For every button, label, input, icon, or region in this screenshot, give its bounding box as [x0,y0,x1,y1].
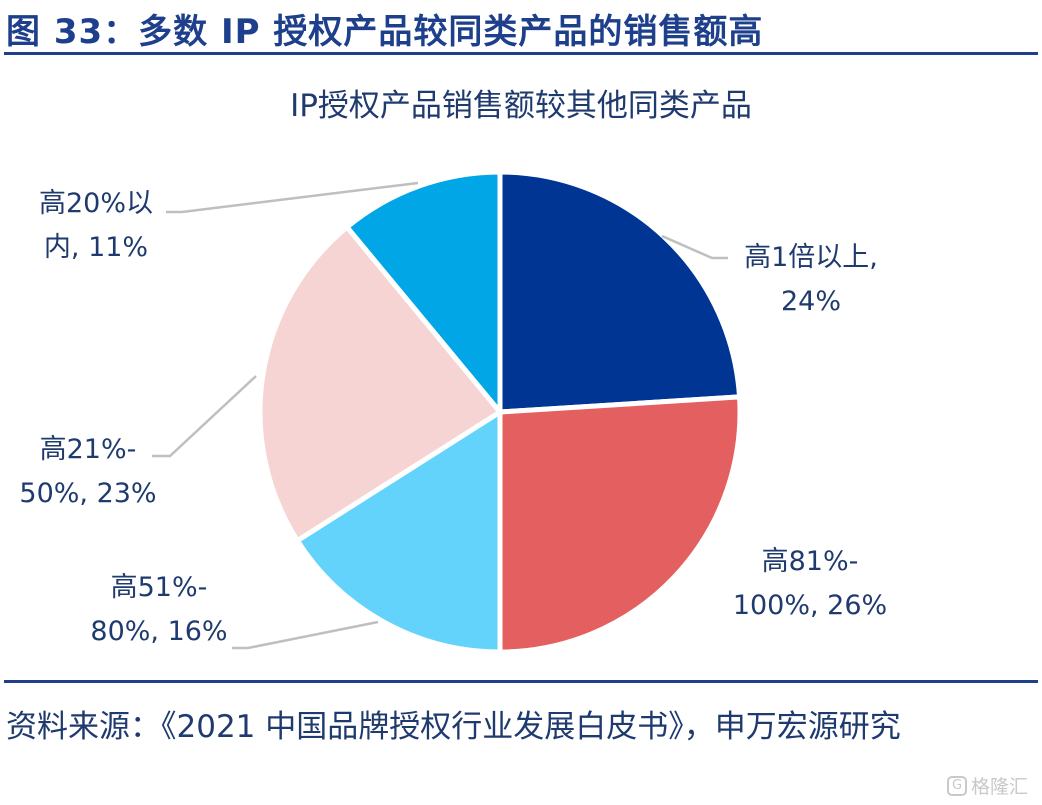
source-rule [4,680,1038,683]
pie-slice-gao21-50 [257,224,503,544]
slice-label-line2: 内, 11% [43,232,149,263]
pie-slice-gao51-80 [294,409,503,655]
source-note: 资料来源：《2021 中国品牌授权行业发展白皮书》，申万宏源研究 [6,709,901,745]
slice-label-line2: 80%, 16% [90,616,228,647]
slice-label-line1: 高20%以 [38,188,153,219]
watermark-logo-icon: G [946,775,967,796]
watermark: G 格隆汇 [946,772,1028,799]
pie-slice-gao20-yinei [344,169,503,415]
watermark-text: 格隆汇 [970,776,1028,798]
leader-line-gao1bei [661,234,728,260]
leader-line-gao20-yinei [166,181,419,214]
slice-label-gao21-50: 高21%- 50%, 23% [0,428,176,516]
leader-line-gao21-50 [152,375,257,458]
slice-label-gao51-80: 高51%- 80%, 16% [64,566,254,654]
slice-label-gao81-100: 高81%- 100%, 26% [710,540,910,628]
slice-label-line1: 高81%- [761,546,859,577]
pie-slice-gao81-100 [497,394,743,655]
slice-label-line2: 24% [780,286,841,317]
slice-label-gao1bei: 高1倍以上, 24% [716,236,906,324]
title-rule [4,52,1038,55]
pie-slice-gao1bei [497,169,743,415]
chart-title: IP授权产品销售额较其他同类产品 [290,88,752,124]
slice-label-line1: 高21%- [39,434,137,465]
slice-label-gao20-yinei: 高20%以 内, 11% [8,182,184,270]
slice-label-line1: 高51%- [110,572,208,603]
slice-label-line2: 50%, 23% [19,478,157,509]
slice-label-line1: 高1倍以上, [744,242,878,273]
slice-label-line2: 100%, 26% [732,590,888,621]
figure-title: 图 33：多数 IP 授权产品较同类产品的销售额高 [6,12,764,52]
leader-line-gao51-80 [232,620,379,650]
